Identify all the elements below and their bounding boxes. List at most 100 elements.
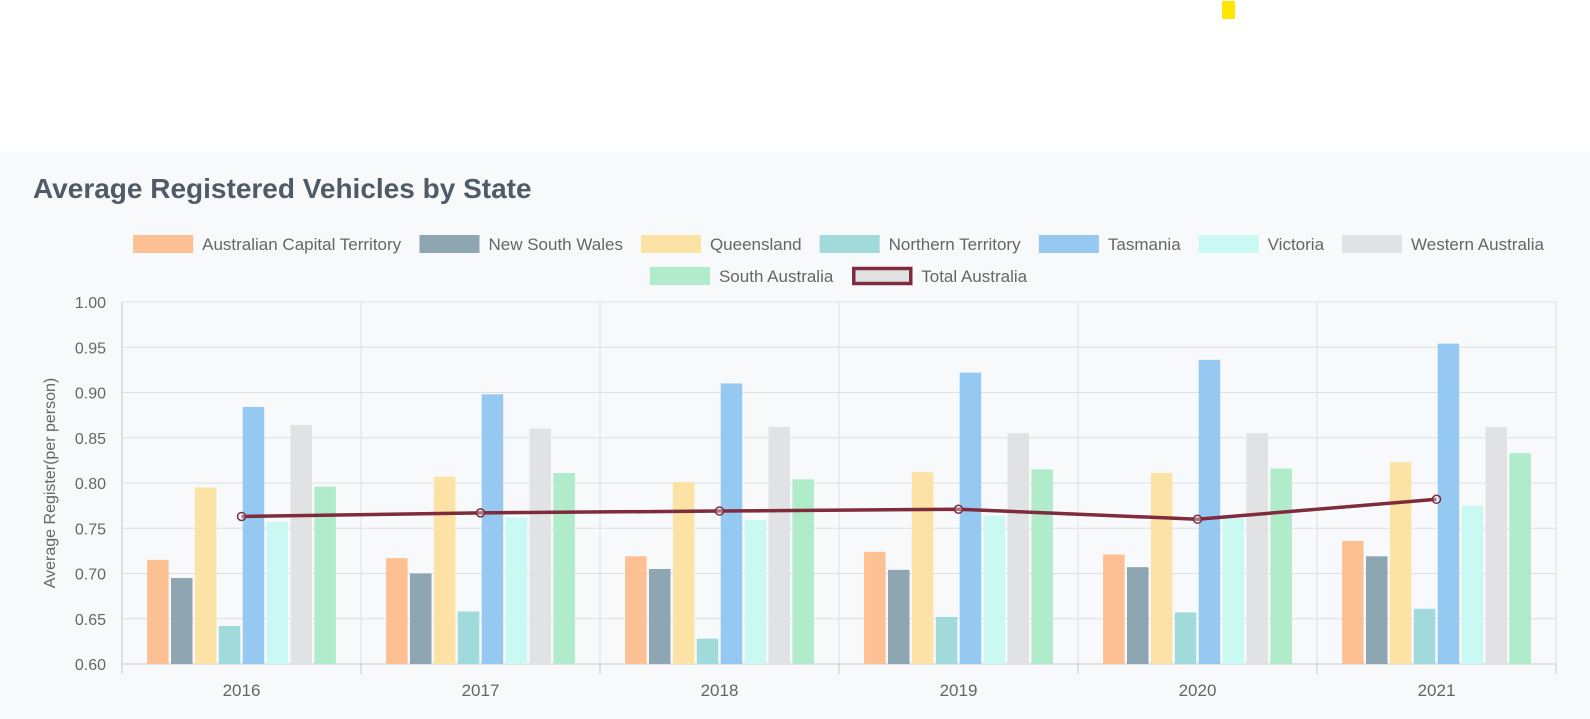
legend-item-south-australia: South Australia bbox=[649, 267, 834, 286]
legend-label: South Australia bbox=[719, 267, 834, 286]
y-tick-label: 0.60 bbox=[75, 657, 106, 674]
bar-tasmania-2016 bbox=[242, 406, 265, 664]
point-total-australia-2020 bbox=[1192, 514, 1203, 524]
legend-label: Northern Territory bbox=[889, 235, 1021, 254]
bar-tasmania-2018 bbox=[720, 383, 743, 664]
legend-swatch bbox=[640, 235, 701, 253]
y-axis-title: Average Register(per person) bbox=[42, 378, 59, 588]
point-total-australia-2021 bbox=[1431, 494, 1442, 505]
bar-northern-territory-2017 bbox=[457, 611, 480, 664]
legend-label: Tasmania bbox=[1108, 235, 1181, 254]
legend-label: Total Australia bbox=[921, 267, 1027, 286]
y-tick-label: 0.65 bbox=[75, 612, 106, 629]
bar-western-australia-2017 bbox=[529, 428, 552, 664]
bar-australian-capital-territory-2017 bbox=[386, 558, 408, 664]
bar-new-south-wales-2016 bbox=[170, 578, 193, 664]
grid-lines bbox=[121, 301, 1557, 665]
bar-australian-capital-territory-2021 bbox=[1342, 540, 1364, 664]
point-total-australia-2017 bbox=[475, 508, 486, 518]
y-tick-label: 0.90 bbox=[75, 386, 106, 403]
bar-northern-territory-2019 bbox=[935, 616, 958, 664]
bar-australian-capital-territory-2020 bbox=[1103, 554, 1125, 664]
x-tick-label: 2019 bbox=[940, 681, 978, 700]
legend-swatch bbox=[819, 235, 880, 253]
legend-swatch bbox=[1038, 235, 1099, 253]
bar-northern-territory-2020 bbox=[1174, 612, 1197, 664]
legend-item-queensland: Queensland bbox=[640, 235, 802, 254]
bar-victoria-2020 bbox=[1222, 518, 1245, 664]
legend-item-tasmania: Tasmania bbox=[1038, 235, 1181, 254]
bar-new-south-wales-2019 bbox=[887, 569, 910, 664]
legend-item-australian-capital-territory: Australian Capital Territory bbox=[133, 235, 402, 254]
x-tick-label: 2018 bbox=[701, 681, 739, 700]
legend-item-new-south-wales: New South Wales bbox=[419, 235, 623, 254]
bar-australian-capital-territory-2016 bbox=[147, 559, 169, 664]
x-tick-label: 2017 bbox=[462, 681, 500, 700]
bar-tasmania-2019 bbox=[959, 372, 982, 664]
bar-victoria-2021 bbox=[1461, 505, 1484, 664]
legend: Australian Capital Territory New South Wa… bbox=[133, 235, 1544, 286]
legend-label: Victoria bbox=[1268, 235, 1325, 254]
bar-northern-territory-2021 bbox=[1413, 608, 1436, 664]
vehicles-chart: 0.60 0.65 0.70 0.75 0.80 0.85 0.90 0.95 1.00 2016… bbox=[42, 235, 1557, 700]
bar-queensland-2019 bbox=[911, 472, 934, 664]
bar-new-south-wales-2021 bbox=[1365, 556, 1388, 664]
bar-northern-territory-2018 bbox=[696, 638, 719, 664]
bars bbox=[147, 343, 1531, 664]
bar-new-south-wales-2017 bbox=[409, 573, 432, 664]
legend-label: Western Australia bbox=[1411, 235, 1544, 254]
bar-south-australia-2017 bbox=[553, 473, 575, 664]
x-tick-label: 2016 bbox=[223, 681, 261, 700]
bar-queensland-2020 bbox=[1150, 473, 1173, 664]
legend-item-northern-territory: Northern Territory bbox=[819, 235, 1021, 254]
y-tick-label: 1.00 bbox=[75, 295, 106, 312]
y-tick-label: 0.80 bbox=[75, 476, 106, 493]
bar-western-australia-2021 bbox=[1485, 426, 1508, 664]
bar-new-south-wales-2018 bbox=[648, 568, 671, 664]
y-tick-label: 0.85 bbox=[75, 431, 106, 448]
chart-title: Average Registered Vehicles by State bbox=[33, 173, 532, 204]
bar-south-australia-2020 bbox=[1270, 468, 1292, 664]
x-tick-label: 2021 bbox=[1418, 681, 1456, 700]
legend-swatch bbox=[419, 235, 480, 253]
bar-victoria-2019 bbox=[983, 515, 1006, 664]
line-total-australia bbox=[241, 497, 1437, 521]
bar-queensland-2021 bbox=[1389, 462, 1412, 664]
bar-western-australia-2019 bbox=[1007, 433, 1030, 664]
bar-western-australia-2020 bbox=[1246, 433, 1269, 664]
legend-swatch bbox=[133, 235, 194, 253]
bar-tasmania-2021 bbox=[1437, 343, 1460, 664]
bar-south-australia-2018 bbox=[792, 479, 814, 664]
bar-victoria-2018 bbox=[744, 520, 767, 664]
legend-swatch bbox=[1198, 235, 1259, 253]
bar-queensland-2018 bbox=[672, 482, 695, 664]
point-total-australia-2019 bbox=[953, 504, 964, 514]
bar-victoria-2016 bbox=[266, 521, 289, 664]
x-tick-label: 2020 bbox=[1179, 681, 1217, 700]
bar-south-australia-2016 bbox=[314, 486, 336, 664]
y-tick-label: 0.95 bbox=[75, 340, 106, 357]
legend-label: New South Wales bbox=[488, 235, 622, 254]
yellow-marker bbox=[1222, 1, 1235, 19]
legend-item-total-australia: Total Australia bbox=[852, 266, 1028, 286]
bar-queensland-2017 bbox=[433, 476, 456, 664]
bar-australian-capital-territory-2019 bbox=[864, 551, 886, 664]
bar-northern-territory-2016 bbox=[218, 625, 241, 664]
chart-panel: Average Registered Vehicles by State 0.6… bbox=[0, 152, 1590, 719]
legend-swatch bbox=[1342, 235, 1403, 253]
legend-item-victoria: Victoria bbox=[1198, 235, 1325, 254]
y-tick-label: 0.70 bbox=[75, 567, 106, 584]
point-total-australia-2018 bbox=[714, 506, 725, 516]
point-total-australia-2016 bbox=[236, 511, 247, 522]
bar-western-australia-2016 bbox=[290, 425, 313, 664]
bar-western-australia-2018 bbox=[768, 426, 791, 664]
legend-swatch bbox=[649, 267, 710, 285]
bar-south-australia-2021 bbox=[1509, 453, 1531, 664]
bar-queensland-2016 bbox=[194, 487, 217, 664]
legend-label: Queensland bbox=[710, 235, 802, 254]
bar-tasmania-2020 bbox=[1198, 359, 1221, 664]
y-tick-label: 0.75 bbox=[75, 521, 106, 538]
bar-victoria-2017 bbox=[505, 517, 528, 664]
bar-new-south-wales-2020 bbox=[1126, 567, 1149, 664]
legend-item-western-australia: Western Australia bbox=[1342, 235, 1544, 254]
